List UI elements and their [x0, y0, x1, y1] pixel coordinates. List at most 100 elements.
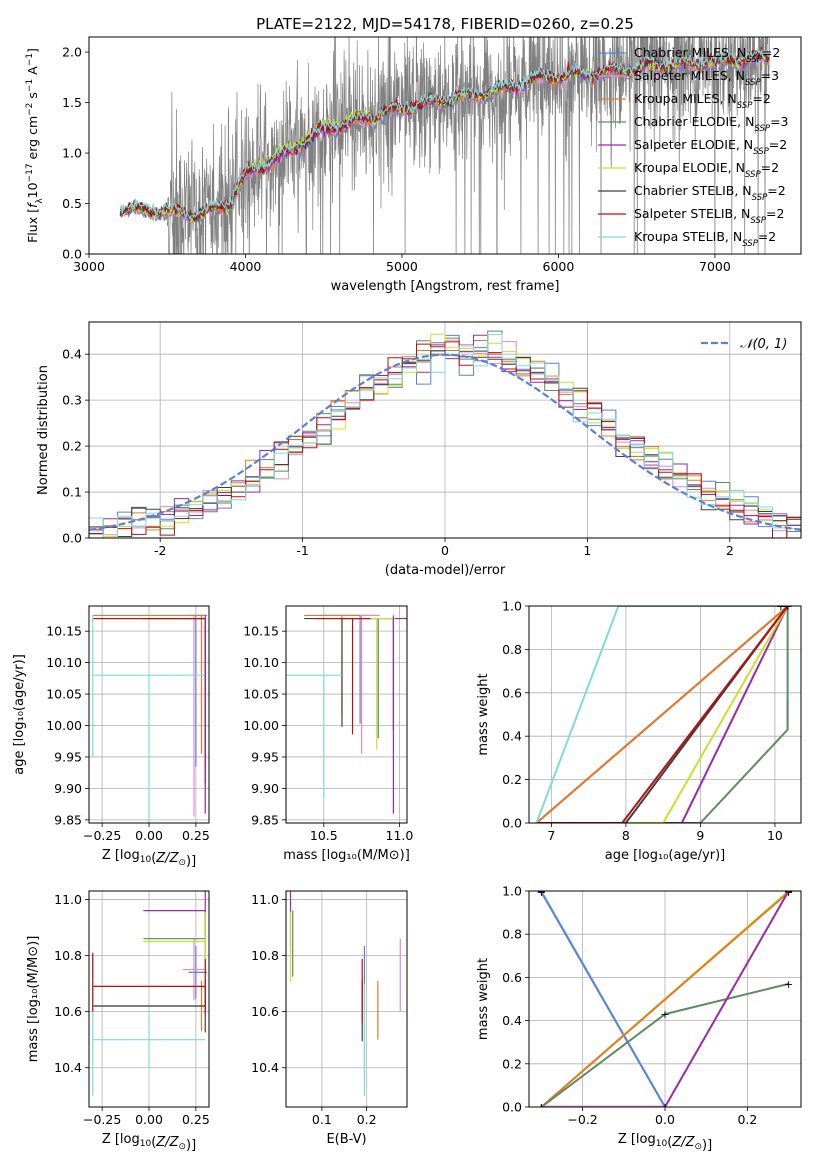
spectrum-panel: 3000 4000 5000 6000 7000 0.0 0.5 1.0 1.5 2.0 wavel… [25, 36, 802, 294]
spectrum-xtick-label: 3000 [73, 259, 105, 274]
weight_vs_age-plot-area: +++++++++ [535, 600, 793, 823]
spectrum-xtick-label: 5000 [386, 259, 418, 274]
age_vs_Z-ytick-label: 9.90 [54, 781, 82, 796]
weight_vs_age-ytick-label: 0.8 [502, 642, 522, 657]
spectrum-xtick-label: 7000 [699, 259, 731, 274]
weight-Z-marker: + [660, 1101, 669, 1114]
legend-entry: Chabrier ELODIE, NSSP=3 [634, 114, 789, 134]
weight_vs_Z-ytick-label: 0.6 [502, 970, 522, 985]
age_vs_Z-xlabel: Z [log10(Z/Z⊙)] [102, 848, 196, 869]
gaussian-curve [89, 353, 801, 531]
weight-Z-marker: + [784, 885, 793, 898]
weight-Z-marker: + [784, 886, 793, 899]
spectrum-legend: Chabrier MILES, NSSP=2 Salpeter MILES, NS… [598, 45, 789, 249]
gaussian-legend-label: 𝒩(0, 1) [740, 337, 787, 352]
spectrum-xlabel: wavelength [Angstrom, rest frame] [331, 279, 560, 294]
weight_vs_Z-ytick-label: 1.0 [502, 884, 522, 899]
legend-entry: Kroupa ELODIE, NSSP=2 [634, 160, 779, 180]
residuals-plot-area [89, 330, 801, 538]
weight_vs_Z-panel: −0.2 0.0 0.20.00.20.40.60.81.0 ++++++++++++… [476, 884, 802, 1153]
mass_vs_Z-ytick-label: 11.0 [54, 892, 82, 907]
weight-age-line [536, 606, 789, 823]
age_vs_Z-xtick-label: 0.25 [182, 828, 210, 843]
age_vs_mass-frame [285, 605, 408, 824]
residuals-panel: -2 -1 0 1 2 0.0 0.1 0.2 0.3 0.4 (data-model)/error… [36, 321, 802, 578]
mass_vs_EBV-xlabel: E(B-V) [326, 1132, 366, 1147]
age_vs_mass-ytick-label: 10.05 [243, 687, 279, 702]
age_vs_mass-xtick-label: 10.5 [310, 828, 338, 843]
weight-age-marker: + [783, 600, 792, 613]
residuals-frame [88, 321, 802, 539]
weight_vs_Z-xlabel: Z [log10(Z/Z⊙)] [618, 1132, 712, 1153]
weight_vs_Z-ytick-label: 0.8 [502, 927, 522, 942]
age_vs_Z-plot-area [92, 614, 208, 823]
legend-entry: Chabrier MILES, NSSP=2 [634, 45, 780, 65]
spectrum-ytick-label: 2.0 [62, 45, 82, 60]
mass_vs_Z-xtick-label: 0.25 [182, 1112, 210, 1127]
mass_vs_EBV-ytick-label: 10.8 [251, 948, 279, 963]
mass_vs_Z-ylabel: mass [log₁₀(M/M⊙)] [26, 936, 41, 1063]
legend-entry: Salpeter STELIB, NSSP=2 [634, 206, 784, 226]
residuals-ytick-label: 0.4 [62, 347, 82, 362]
weight_vs_Z-ytick-label: 0.2 [502, 1056, 522, 1071]
weight_vs_age-xtick-label: 10 [767, 828, 783, 843]
age_vs_mass-ytick-label: 9.85 [251, 812, 279, 827]
age_vs_Z-ytick-label: 9.95 [54, 749, 82, 764]
spectrum-xtick-label: 4000 [230, 259, 262, 274]
mass_vs_EBV-ytick-label: 11.0 [251, 892, 279, 907]
weight-Z-line [664, 891, 790, 1107]
weight-Z-marker: + [784, 885, 793, 898]
weight_vs_age-ytick-label: 1.0 [502, 599, 522, 614]
age_vs_Z-frame [88, 605, 210, 824]
age_vs_mass-panel: 10.5 11.0 9.85 9.90 9.95 10.00 10.05 10.10 10.15… [243, 605, 413, 863]
weight-Z-line [540, 891, 666, 1107]
weight-age-marker: + [776, 600, 785, 613]
mass_vs_Z-frame [88, 890, 210, 1108]
weight_vs_Z-xtick-label: 0.2 [737, 1112, 757, 1127]
age_vs_Z-panel: −0.25 0.00 0.25 9.85 9.90 9.95 10.00 10.05 10.10… [12, 605, 210, 869]
mass_vs_Z-xtick-label: −0.25 [83, 1112, 121, 1127]
mass_vs_Z-xtick-label: 0.00 [135, 1112, 163, 1127]
spectrum-plot-area [119, 37, 771, 254]
spectrum-ylabel: Flux [fλ10−17 erg cm−2 s−1 A−1] [25, 48, 45, 243]
weight_vs_Z-plot-area: +++++++++++++ [537, 885, 793, 1114]
age_vs_mass-xlabel: mass [log₁₀(M/M⊙)] [283, 848, 410, 863]
weight-age-line [536, 606, 789, 823]
legend-entry: Kroupa STELIB, NSSP=2 [634, 229, 776, 249]
mass_vs_Z-ytick-label: 10.4 [54, 1060, 82, 1075]
age_vs_Z-ytick-label: 9.85 [54, 812, 82, 827]
weight_vs_age-frame [528, 605, 802, 824]
age_vs_mass-plot-area [286, 614, 407, 814]
age_vs_mass-ytick-label: 10.10 [243, 655, 279, 670]
age_vs_Z-ytick-label: 10.10 [46, 655, 82, 670]
weight_vs_Z-ylabel: mass weight [476, 958, 491, 1040]
weight_vs_Z-frame [528, 890, 802, 1108]
weight_vs_age-xtick-label: 8 [622, 828, 630, 843]
age_vs_mass-ytick-label: 10.15 [243, 624, 279, 639]
weight_vs_Z-xtick-label: 0.0 [655, 1112, 675, 1127]
legend-entry: Salpeter MILES, NSSP=3 [634, 68, 779, 88]
mass_vs_EBV-xtick-label: 0.1 [312, 1112, 332, 1127]
mass_vs_EBV-frame [285, 890, 408, 1108]
weight-age-line [535, 606, 789, 823]
weight_vs_Z-ytick-label: 0.0 [502, 1100, 522, 1115]
weight-Z-marker: + [537, 1101, 546, 1114]
weight_vs_age-xtick-label: 7 [547, 828, 555, 843]
weight_vs_Z-xtick-label: −0.2 [567, 1112, 597, 1127]
mass_vs_Z-ytick-label: 10.8 [54, 948, 82, 963]
age_vs_Z-ylabel: age [log₁₀(age/yr)] [12, 654, 27, 775]
residuals-xlabel: (data-model)/error [385, 563, 506, 578]
mass_vs_Z-ytick-label: 10.6 [54, 1004, 82, 1019]
mass_vs_EBV-ytick-label: 10.6 [251, 1004, 279, 1019]
age_vs_Z-xtick-label: 0.00 [135, 828, 163, 843]
spectrum-xtick-label: 6000 [543, 259, 575, 274]
weight-age-marker: + [783, 600, 792, 613]
weight_vs_age-xlabel: age [log₁₀(age/yr)] [605, 848, 726, 863]
mass_vs_Z-panel: −0.25 0.00 0.25 10.4 10.6 10.8 11.0 Z [log10(Z/… [26, 890, 210, 1153]
weight-age-marker: + [783, 600, 792, 613]
age_vs_mass-ytick-label: 9.95 [251, 749, 279, 764]
residuals-ylabel: Normed distribution [36, 365, 51, 495]
figure-title: PLATE=2122, MJD=54178, FIBERID=0260, z=0… [256, 15, 634, 33]
spectrum-ytick-label: 0.5 [62, 196, 82, 211]
